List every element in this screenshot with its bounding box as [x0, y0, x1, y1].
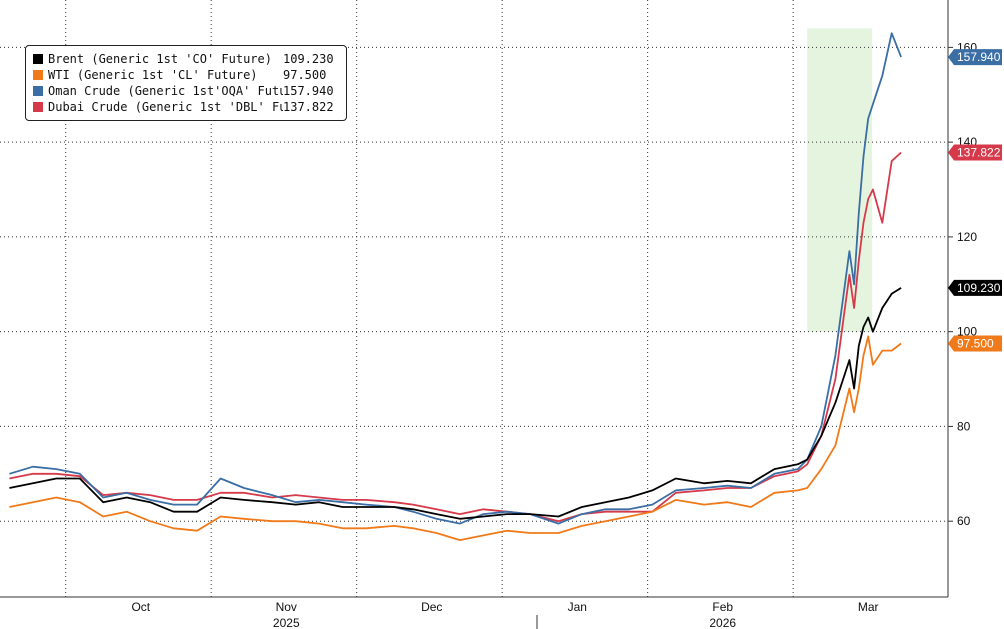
legend-value: 97.500: [283, 68, 327, 82]
legend: Brent (Generic 1st 'CO' Future) 109.230 …: [25, 45, 347, 121]
legend-value: 157.940: [283, 84, 334, 98]
x-tick-label: Dec: [421, 600, 442, 614]
series-lines: [9, 32, 902, 541]
series-line: [9, 151, 902, 523]
legend-item: Oman Crude (Generic 1st'OQA' Future) 157…: [33, 83, 346, 99]
highlight-layer: [807, 28, 873, 332]
legend-swatch: [33, 86, 43, 96]
y-tick-label: 120: [957, 230, 977, 244]
x-tick-label: Jan: [568, 600, 587, 614]
legend-item: WTI (Generic 1st 'CL' Future) 97.500: [33, 67, 346, 83]
series-line: [9, 335, 902, 541]
legend-label: Brent (Generic 1st 'CO' Future): [48, 52, 272, 66]
value-tags: 109.230 97.500 157.940 137.822: [948, 49, 1002, 352]
x-tick-label: Feb: [712, 600, 733, 614]
value-tag-label: 97.500: [957, 337, 994, 351]
legend-value: 109.230: [283, 52, 334, 66]
y-tick-label: 100: [957, 325, 977, 339]
legend-item: Dubai Crude (Generic 1st 'DBL' Future) 1…: [33, 99, 346, 115]
value-tag-label: 109.230: [957, 281, 1001, 295]
legend-label: Oman Crude (Generic 1st'OQA' Future): [48, 84, 283, 98]
legend-label: Dubai Crude (Generic 1st 'DBL' Future): [48, 100, 283, 114]
series-line: [9, 287, 902, 520]
value-tag-label: 157.940: [957, 50, 1001, 64]
legend-swatch: [33, 70, 43, 80]
value-tag: [948, 49, 1002, 66]
legend-value: 137.822: [283, 100, 334, 114]
y-tick-label: 60: [957, 514, 971, 528]
x-tick-label: Oct: [131, 600, 150, 614]
legend-item: Brent (Generic 1st 'CO' Future) 109.230: [33, 51, 346, 67]
value-tag-label: 137.822: [957, 145, 1001, 159]
series-line: [9, 32, 902, 525]
x-tick-label: Nov: [276, 600, 297, 614]
legend-swatch: [33, 102, 43, 112]
legend-label: WTI (Generic 1st 'CL' Future): [48, 68, 258, 82]
highlight-band: [807, 28, 873, 332]
value-tag: [948, 144, 1002, 161]
x-tick-label: Mar: [858, 600, 879, 614]
y-tick-label: 80: [957, 419, 971, 433]
value-tag: [948, 279, 1002, 296]
x-year-label: 2025: [273, 616, 300, 629]
legend-swatch: [33, 54, 43, 64]
x-year-label: 2026: [709, 616, 736, 629]
value-tag: [948, 335, 1002, 352]
